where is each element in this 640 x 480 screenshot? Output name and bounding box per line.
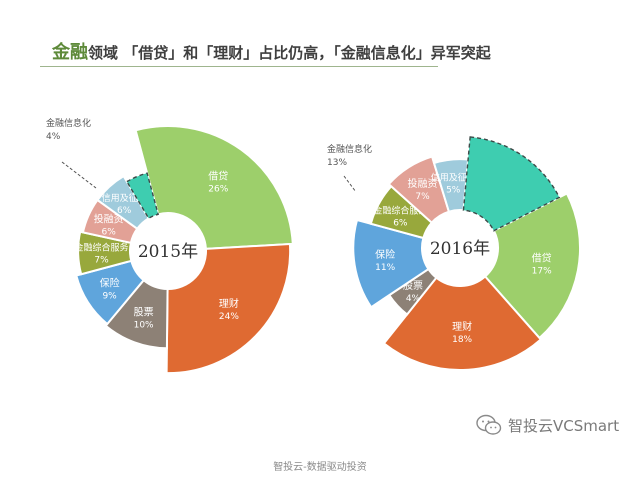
donut-chart-2015年: 借贷26%理财24%股票10%保险9%金融综合服务7%投融资6%信用及征信6%金… (46, 117, 294, 375)
donut-slice-金融信息化 (125, 172, 160, 220)
slice-percent-label: 17% (532, 267, 552, 277)
slice-label: 理财 (219, 297, 239, 310)
wechat-icon (476, 414, 502, 435)
slice-label: 股票 (134, 306, 154, 318)
slice-percent-label: 18% (452, 335, 472, 345)
slice-percent-label: 9% (102, 291, 117, 301)
slice-percent-label: 26% (208, 184, 228, 194)
callout-percent-label: 4% (46, 132, 61, 142)
callout-leader-line (343, 175, 357, 193)
donut-slice-保险 (352, 218, 430, 309)
slice-label: 保险 (100, 276, 120, 289)
slice-percent-label: 10% (134, 320, 154, 330)
page-title-rest: 领域 「借贷」和「理财」占比仍高，「金融信息化」异军突起 (88, 44, 491, 62)
donut-slice-保险 (75, 259, 146, 326)
brand-watermark: 智投云VCSmart (476, 414, 619, 436)
brand-text: 智投云VCSmart (508, 416, 620, 435)
callout-label: 金融信息化 (327, 143, 372, 155)
donut-hole (131, 214, 205, 288)
donut-slice-借贷 (134, 125, 294, 250)
slice-percent-label: 6% (102, 227, 117, 237)
footer-caption: 智投云-数据驱动投资 (273, 462, 367, 473)
donut-slice-股票 (104, 278, 169, 350)
donut-slice-理财 (382, 275, 543, 371)
page-title: 金融领域 「借贷」和「理财」占比仍高，「金融信息化」异军突起 (52, 38, 491, 64)
slice-percent-label: 7% (94, 256, 109, 266)
callout-percent-label: 13% (327, 158, 347, 168)
slice-percent-label: 11% (375, 263, 395, 273)
slice-label: 投融资 (94, 212, 124, 225)
donut-center-label: 2015年 (138, 242, 198, 262)
slice-percent-label: 5% (446, 185, 461, 195)
header-divider (40, 66, 438, 67)
slice-label: 保险 (375, 248, 395, 261)
slice-percent-label: 6% (393, 219, 408, 229)
slice-percent-label: 4% (406, 294, 421, 304)
page-title-accent: 金融 (52, 42, 88, 63)
callout-label: 金融信息化 (46, 117, 91, 129)
donut-slice-投融资 (387, 155, 451, 225)
slice-label: 借贷 (208, 169, 228, 182)
slice-label: 金融综合服务 (74, 242, 128, 254)
slice-label: 理财 (452, 320, 472, 333)
donut-hole (423, 211, 497, 285)
slice-percent-label: 7% (415, 192, 430, 202)
slice-label: 投融资 (407, 177, 437, 190)
donut-center-label: 2016年 (430, 239, 490, 259)
donut-slice-金融综合服务 (77, 230, 133, 276)
slice-label: 借贷 (532, 252, 552, 265)
slice-percent-label: 24% (219, 312, 239, 322)
donut-chart-2016年: 借贷17%理财18%股票4%保险11%金融综合服务6%投融资7%信用及征信5%金… (327, 136, 581, 371)
slice-label: 信用及征信 (431, 171, 476, 183)
donut-slice-金融信息化 (462, 136, 561, 232)
slice-percent-label: 6% (117, 206, 132, 216)
donut-slice-理财 (165, 242, 292, 375)
callout-leader-line (61, 161, 97, 189)
